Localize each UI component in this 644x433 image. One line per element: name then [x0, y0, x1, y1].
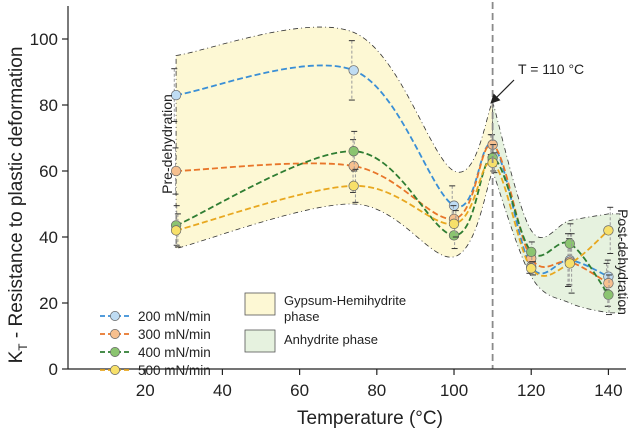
legend-label: 300 mN/min [138, 327, 211, 342]
anhydrite-region [492, 101, 621, 314]
legend-marker [110, 347, 120, 357]
region-legend-label-gypsum-2: phase [284, 309, 319, 324]
legend-label: 400 mN/min [138, 345, 211, 360]
legend-marker [110, 365, 120, 375]
x-tick-label: 40 [213, 381, 232, 400]
data-point [348, 65, 359, 76]
y-tick-label: 60 [39, 162, 58, 181]
y-tick-label: 20 [39, 294, 58, 313]
y-axis-label: KT - Resistance to plastic deformation [6, 47, 30, 364]
data-point [526, 246, 537, 258]
data-point [603, 278, 614, 289]
y-axis-label-rest: - Resistance to plastic deformation [6, 47, 27, 344]
data-point [564, 238, 575, 249]
data-point [448, 230, 460, 241]
series-legend: 200 mN/min 300 mN/min 400 mN/min 500 mN/min [100, 309, 211, 378]
data-point [564, 258, 575, 269]
legend-marker [110, 311, 120, 321]
region-legend-swatch-anhydrite [244, 329, 276, 353]
x-tick-label: 80 [367, 381, 386, 400]
pre-dehydration-label: Pre-dehydration [159, 94, 175, 194]
tick-layer: 20 40 60 80 100 120 140 0 20 40 60 80 100 [30, 30, 623, 400]
x-tick-label: 60 [290, 381, 309, 400]
legend-marker [110, 329, 120, 339]
y-axis-label-main: K [6, 350, 27, 363]
y-tick-label: 40 [39, 228, 58, 247]
y-tick-label: 80 [39, 96, 58, 115]
series-line [175, 150, 610, 296]
data-point [603, 289, 614, 300]
y-tick-label: 0 [49, 360, 58, 379]
series-line [175, 64, 609, 278]
data-point [448, 218, 460, 229]
data-point [526, 263, 537, 274]
transition-arrow [490, 79, 515, 104]
gypsum-hemihydrite-region [175, 26, 494, 258]
legend-label: 200 mN/min [138, 309, 211, 324]
y-tick-label: 100 [30, 30, 58, 49]
x-tick-label: 120 [517, 381, 545, 400]
legend-label: 500 mN/min [138, 363, 211, 378]
series-line [175, 161, 610, 277]
data-point [603, 225, 614, 236]
y-axis-label-sub: T [16, 343, 30, 351]
region-legend-label-gypsum: Gypsum-Hemihydrite [284, 293, 406, 308]
transition-label: T = 110 °C [518, 61, 584, 77]
data-point [348, 146, 359, 157]
post-dehydration-label: Post-dehydration [615, 209, 631, 315]
x-axis-label: Temperature (°C) [297, 408, 443, 429]
data-point [170, 165, 182, 177]
data-point [170, 225, 182, 236]
x-tick-label: 20 [136, 381, 155, 400]
region-legend-label-anhydrite: Anhydrite phase [284, 332, 378, 347]
x-tick-label: 140 [594, 381, 622, 400]
data-point [170, 89, 182, 101]
region-legend-swatch-gypsum [244, 292, 276, 316]
series-line [176, 143, 609, 284]
x-tick-label: 100 [440, 381, 468, 400]
data-point [348, 180, 359, 192]
region-legend: Gypsum-Hemihydrite phase Anhydrite phase [244, 292, 406, 353]
